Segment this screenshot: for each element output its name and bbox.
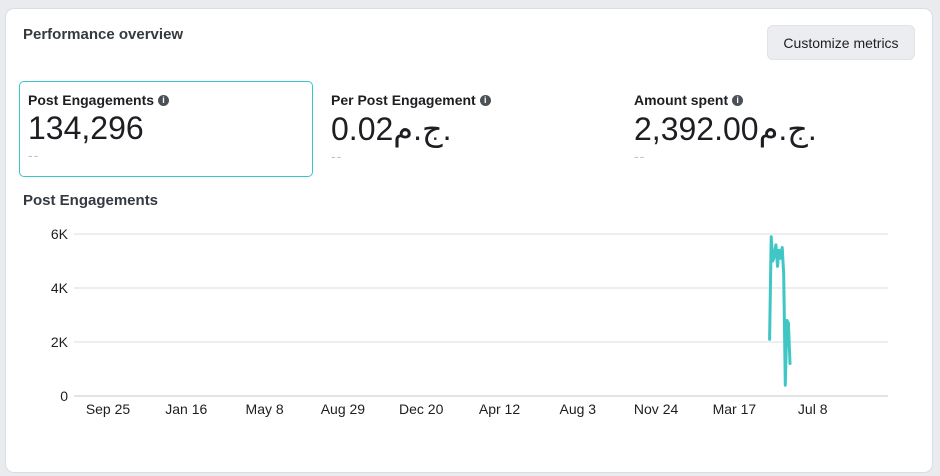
x-tick-label: Jul 8 [798, 401, 828, 417]
info-icon[interactable]: i [732, 94, 744, 106]
customize-metrics-button[interactable]: Customize metrics [767, 25, 915, 60]
performance-overview-card: Performance overview Customize metrics P… [6, 9, 932, 472]
metric-per-post-engagement[interactable]: Per Post Engagement i 0.02ج.م. -- [322, 81, 616, 177]
y-tick-label: 0 [60, 388, 68, 404]
metric-value: 134,296 [28, 110, 144, 146]
metric-comparison: -- [634, 148, 646, 164]
x-tick-label: Dec 20 [399, 401, 444, 417]
info-icon[interactable]: i [479, 94, 491, 106]
y-tick-label: 2K [51, 334, 69, 350]
metric-value: 0.02ج.م. [331, 111, 452, 147]
chart-title: Post Engagements [23, 192, 159, 209]
x-tick-label: Aug 3 [560, 401, 597, 417]
series-line [768, 235, 792, 387]
x-tick-label: May 8 [246, 401, 284, 417]
metric-label: Post Engagements [28, 92, 155, 108]
metric-label: Amount spent [634, 92, 729, 108]
x-tick-label: Jan 16 [165, 401, 207, 417]
y-tick-label: 4K [51, 280, 69, 296]
metric-amount-spent[interactable]: Amount spent i 2,392.00ج.م. -- [625, 81, 919, 177]
page-title: Performance overview [23, 26, 184, 43]
x-tick-label: Apr 12 [479, 401, 520, 417]
x-tick-label: Nov 24 [634, 401, 679, 417]
metric-post-engagements[interactable]: Post Engagements i 134,296 -- [19, 81, 313, 177]
post-engagements-chart: 0 2K 4K 6K Sep 25 Jan 16 May 8 Aug 29 Dec 20 Apr … [51, 226, 888, 417]
metric-label: Per Post Engagement [331, 92, 476, 108]
metric-comparison: -- [331, 148, 343, 164]
metric-comparison: -- [28, 147, 40, 163]
x-tick-label: Mar 17 [713, 401, 757, 417]
info-icon[interactable]: i [158, 94, 170, 106]
x-tick-label: Sep 25 [86, 401, 131, 417]
metric-value: 2,392.00ج.م. [634, 111, 817, 147]
y-tick-label: 6K [51, 226, 69, 242]
x-tick-label: Aug 29 [321, 401, 366, 417]
